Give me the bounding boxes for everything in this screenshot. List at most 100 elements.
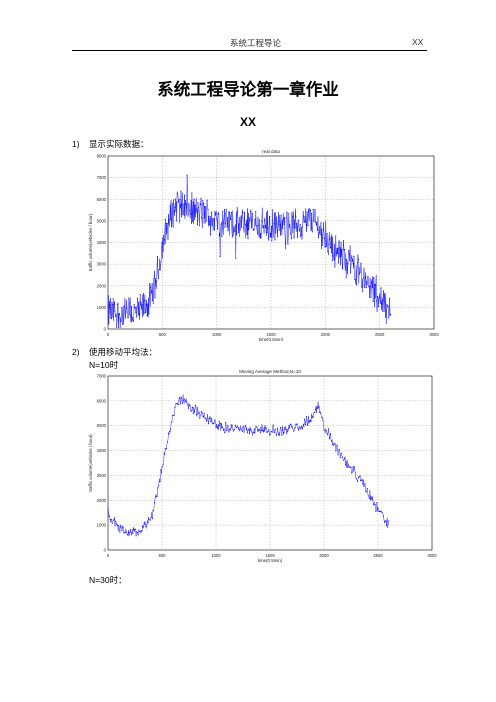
data-point (126, 533, 128, 535)
data-point (129, 531, 131, 533)
data-point (354, 472, 356, 474)
document-title: 系统工程导论第一章作业 (157, 80, 339, 99)
data-point (259, 237, 261, 239)
data-point (349, 272, 352, 274)
data-point (376, 296, 379, 298)
data-point (130, 528, 132, 531)
data-point (290, 237, 292, 240)
data-point (326, 433, 328, 435)
data-point (245, 224, 247, 226)
data-point (332, 444, 334, 446)
data-point (139, 293, 141, 296)
data-point (323, 222, 325, 224)
data-point (350, 257, 352, 259)
data-point (306, 211, 308, 213)
data-point (250, 211, 252, 213)
data-point (282, 227, 284, 229)
data-point (334, 443, 336, 445)
data-point (378, 297, 380, 299)
data-point (389, 297, 391, 299)
data-point (270, 232, 272, 234)
data-point (284, 242, 286, 244)
data-point (170, 226, 173, 228)
data-point (107, 507, 109, 509)
data-point (254, 218, 256, 220)
x-tick-label: 1000 (211, 553, 221, 558)
data-point (132, 320, 134, 322)
data-point (207, 208, 209, 210)
data-point (358, 476, 360, 478)
data-point (197, 407, 199, 409)
data-point (219, 422, 221, 424)
data-point (143, 299, 146, 301)
data-point (240, 215, 242, 217)
data-point (189, 210, 191, 212)
data-point (112, 519, 114, 521)
data-point (381, 303, 383, 305)
data-point (350, 466, 352, 468)
data-point (136, 316, 138, 318)
data-point (314, 408, 316, 411)
data-point (280, 427, 282, 429)
data-point (333, 259, 335, 261)
data-point (229, 429, 231, 431)
data-point (325, 430, 327, 432)
data-point (249, 217, 251, 219)
data-point (207, 423, 209, 425)
data-point (294, 227, 296, 229)
data-point (224, 432, 226, 434)
data-point (201, 217, 203, 219)
data-point (381, 512, 383, 514)
data-point (246, 234, 248, 236)
data-point (205, 419, 207, 421)
data-point (241, 217, 243, 219)
data-point (382, 310, 384, 312)
data-point (150, 292, 153, 294)
data-point (208, 418, 211, 420)
data-point (367, 275, 369, 277)
data-point (348, 465, 350, 467)
data-point (332, 255, 334, 257)
data-point (230, 211, 232, 214)
data-point (363, 485, 365, 488)
data-point (147, 522, 149, 524)
data-point (167, 238, 169, 240)
data-point (262, 431, 265, 433)
data-point (289, 223, 291, 225)
data-point (313, 221, 315, 223)
data-point (145, 304, 147, 306)
data-point (228, 431, 230, 433)
x-tick-label: 1500 (266, 332, 276, 337)
y-axis-label: traffic volume(vehicles / hour) (88, 213, 93, 271)
data-point (123, 305, 126, 307)
data-point (175, 402, 177, 405)
data-point (158, 268, 160, 271)
sublabel-suffix: 时： (109, 576, 127, 586)
data-point (137, 314, 139, 316)
data-point (369, 499, 371, 501)
y-tick-label: 0 (104, 327, 107, 332)
data-point (362, 290, 364, 293)
data-point (183, 194, 186, 196)
data-point (288, 427, 290, 429)
x-tick-label: 1000 (212, 332, 222, 337)
data-point (266, 431, 268, 433)
data-point (127, 530, 130, 532)
data-point (328, 244, 330, 246)
data-point (330, 252, 332, 254)
x-tick-label: 2500 (375, 332, 385, 337)
data-point (221, 236, 223, 238)
data-point (372, 496, 374, 498)
data-point (143, 293, 145, 295)
data-point (195, 208, 197, 210)
data-point (287, 243, 289, 245)
data-point (209, 224, 211, 226)
y-tick-label: 7000 (97, 374, 107, 379)
data-point (224, 222, 226, 224)
data-point (262, 226, 264, 229)
data-point (377, 507, 379, 509)
data-point (371, 287, 373, 289)
data-point (164, 448, 166, 450)
data-point (355, 477, 357, 480)
data-point (191, 220, 193, 223)
